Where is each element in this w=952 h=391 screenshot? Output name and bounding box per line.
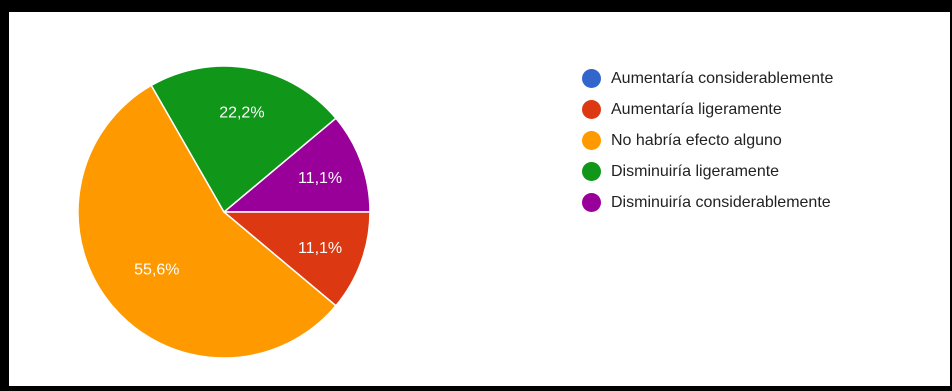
legend-swatch-aumentaria-considerablemente	[582, 69, 601, 88]
data-label-disminuiria-considerablemente: 11,1%	[298, 170, 342, 187]
legend-item-no-habria-efecto: No habría efecto alguno	[582, 125, 833, 156]
legend-item-disminuiria-ligeramente: Disminuiría ligeramente	[582, 156, 833, 187]
pie-slice-aumentaria-ligeramente	[221, 211, 371, 307]
legend-label-aumentaria-considerablemente: Aumentaría considerablemente	[611, 69, 834, 87]
legend-swatch-disminuiria-ligeramente	[582, 162, 601, 181]
data-label-aumentaria-ligeramente: 11,1%	[298, 240, 342, 257]
legend-item-disminuiria-considerablemente: Disminuiría considerablemente	[582, 187, 833, 218]
legend-label-disminuiria-ligeramente: Disminuiría ligeramente	[611, 162, 780, 180]
legend-swatch-aumentaria-ligeramente	[582, 100, 601, 119]
legend-label-aumentaria-ligeramente: Aumentaría ligeramente	[611, 100, 782, 118]
pie-slice-disminuiria-ligeramente	[150, 65, 337, 214]
pie-slice-no-habria-efecto	[77, 84, 337, 359]
legend-item-aumentaria-considerablemente: Aumentaría considerablemente	[582, 63, 833, 94]
legend-label-no-habria-efecto: No habría efecto alguno	[611, 131, 782, 149]
pie-slices	[77, 65, 371, 359]
legend-label-disminuiria-considerablemente: Disminuiría considerablemente	[611, 193, 831, 211]
pie-slice-disminuiria-considerablemente	[221, 117, 371, 213]
legend-swatch-disminuiria-considerablemente	[582, 193, 601, 212]
legend-swatch-no-habria-efecto	[582, 131, 601, 150]
pie-data-labels: 11,1% 11,1% 55,6% 22,2%	[134, 104, 342, 278]
chart-legend: Aumentaría considerablemente Aumentaría l…	[582, 63, 833, 218]
legend-item-aumentaria-ligeramente: Aumentaría ligeramente	[582, 94, 833, 125]
data-label-no-habria-efecto: 55,6%	[134, 261, 179, 278]
data-label-disminuiria-ligeramente: 22,2%	[219, 104, 264, 121]
